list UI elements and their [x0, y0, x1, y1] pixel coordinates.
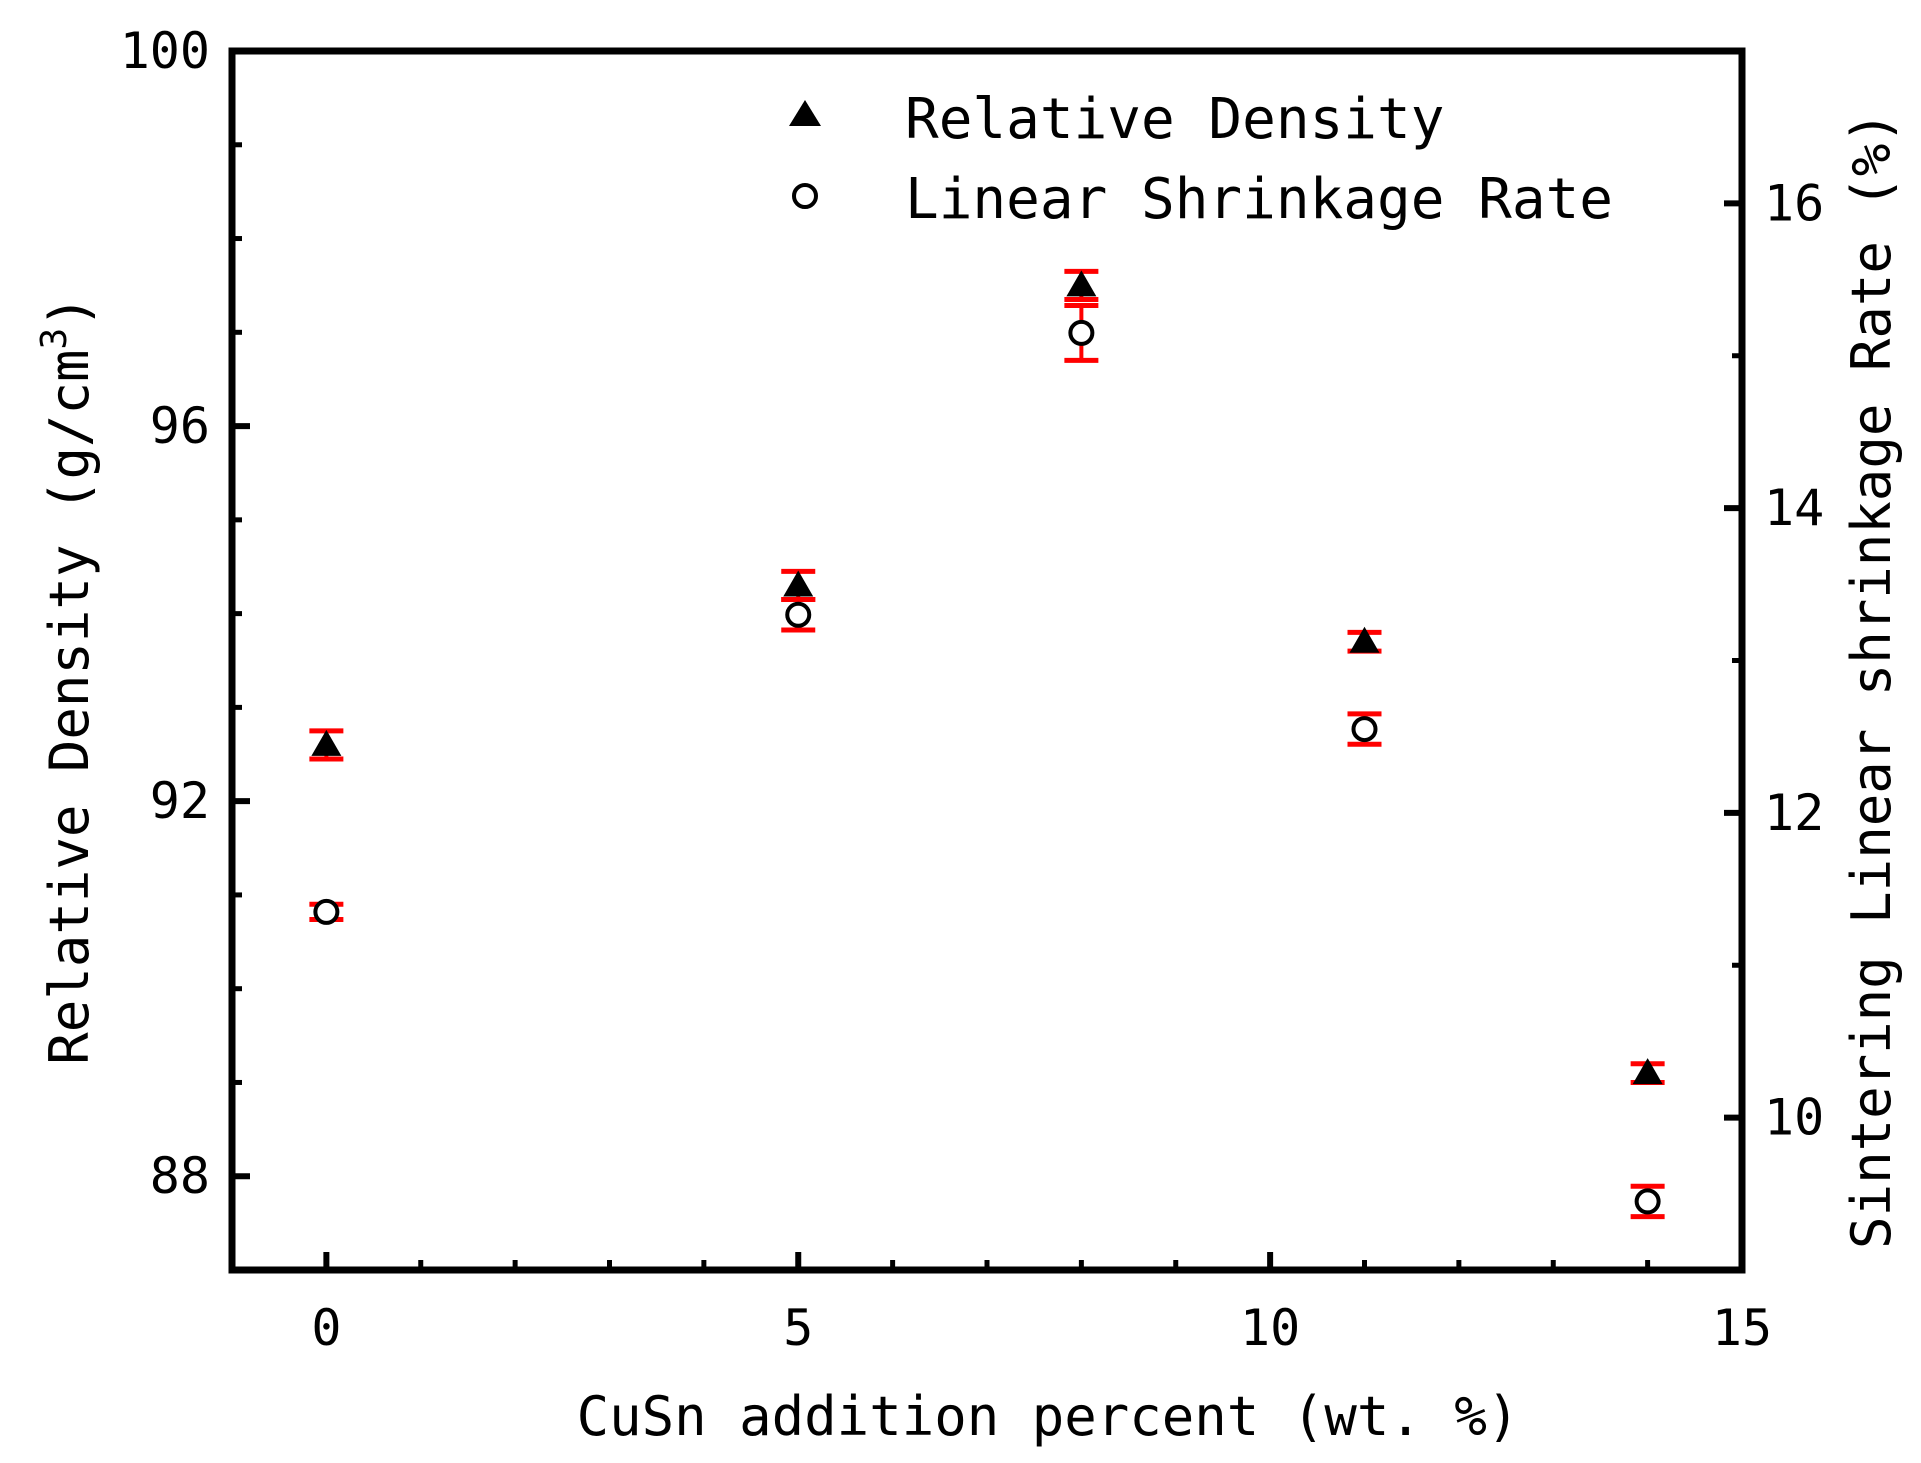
y-right-tick-label: 14 [1764, 479, 1824, 537]
x-tick-label: 15 [1712, 1299, 1772, 1357]
triangle-point [783, 570, 813, 596]
y-right-tick-labels: 10 12 14 16 [1764, 174, 1824, 1146]
plot-frame [232, 51, 1742, 1270]
x-tick-labels: 0 5 10 15 [311, 1299, 1772, 1357]
y-left-tick-labels: 88 92 96 100 [120, 22, 210, 1205]
y-left-tick-label: 92 [150, 772, 210, 830]
circle-point [1070, 322, 1092, 344]
y-right-tick-label: 16 [1764, 174, 1824, 232]
x-tick-label: 0 [311, 1299, 341, 1357]
y-right-tick-label: 10 [1764, 1089, 1824, 1147]
triangle-point [1066, 270, 1096, 296]
x-axis-title: CuSn addition percent (wt. %) [577, 1385, 1520, 1448]
triangle-point [311, 730, 341, 756]
circle-point [315, 901, 337, 923]
x-tick-label: 10 [1240, 1299, 1300, 1357]
data-markers [311, 270, 1662, 1212]
legend-label-linear-shrinkage: Linear Shrinkage Rate [905, 167, 1613, 232]
circle-point [1637, 1190, 1659, 1212]
y-right-tick-label: 12 [1764, 784, 1824, 842]
y-left-tick-label: 96 [150, 397, 210, 455]
y-left-axis-title: Relative Density (g/cm3) [34, 295, 101, 1064]
legend-circle-icon [794, 185, 816, 207]
legend-label-relative-density: Relative Density [905, 87, 1444, 152]
circle-point [787, 604, 809, 626]
tick-marks [232, 51, 1742, 1270]
chart: 0 5 10 15 88 92 96 100 10 12 14 16 CuSn addition … [0, 0, 1921, 1463]
legend: Relative Density Linear Shrinkage Rate [789, 87, 1613, 232]
y-left-tick-label: 100 [120, 22, 210, 80]
y-right-axis-title: Sintering Linear shrinkage Rate (%) [1840, 111, 1903, 1249]
error-bars [309, 271, 1664, 1216]
circle-point [1354, 718, 1376, 740]
legend-triangle-icon [789, 100, 821, 126]
y-left-tick-label: 88 [150, 1147, 210, 1205]
x-tick-label: 5 [783, 1299, 813, 1357]
